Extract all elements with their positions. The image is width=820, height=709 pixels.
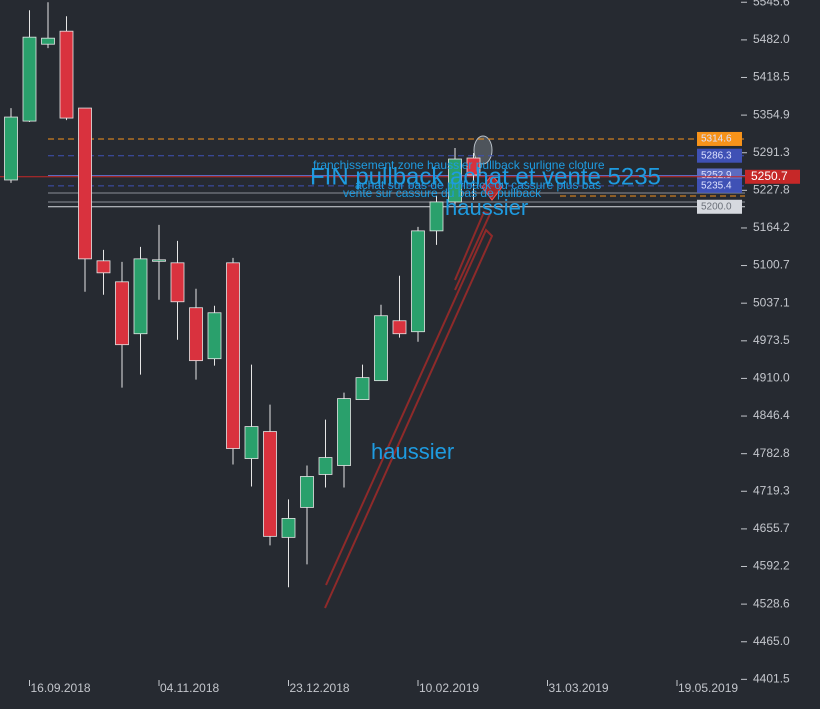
x-tick-label: 10.02.2019 bbox=[419, 681, 479, 695]
annotation: achat sur bas de pullback ou cassure plu… bbox=[355, 178, 601, 192]
price-label-bg bbox=[745, 169, 800, 184]
y-tick-label: 5164.2 bbox=[753, 220, 790, 234]
y-tick-label: 5545.6 bbox=[753, 0, 790, 8]
candle-body bbox=[318, 457, 333, 475]
y-tick-label: 4465.0 bbox=[753, 634, 790, 648]
price-label-bg bbox=[697, 178, 742, 193]
candle-body bbox=[355, 377, 370, 400]
marker bbox=[473, 135, 493, 165]
arrow-marker bbox=[481, 174, 503, 201]
candle-body bbox=[22, 36, 37, 122]
candle-body bbox=[429, 201, 444, 232]
candle-body bbox=[133, 258, 148, 335]
y-tick-label: 4719.3 bbox=[753, 483, 790, 497]
price-label-bg bbox=[697, 148, 742, 163]
candle-body bbox=[41, 37, 55, 45]
price-label: 5200.0 bbox=[701, 201, 732, 212]
plot: 5545.6 5482.0 5418.5 5354.9 5291.3 5227.8 5164… bbox=[0, 0, 800, 695]
y-tick-label: 4655.7 bbox=[753, 521, 790, 535]
candle-body bbox=[96, 260, 111, 274]
candle-body bbox=[170, 262, 185, 303]
price-label-bg bbox=[697, 131, 742, 146]
candle-body bbox=[466, 157, 481, 176]
candle-body bbox=[281, 518, 296, 538]
candle-body bbox=[226, 262, 240, 449]
annotation: FIN pullback achat et vente 5235 bbox=[310, 163, 661, 190]
candle-body bbox=[263, 431, 277, 537]
y-tick-label: 5100.7 bbox=[753, 258, 790, 272]
candle-body bbox=[448, 158, 462, 203]
candle-body bbox=[189, 307, 203, 362]
candle-body bbox=[59, 30, 74, 119]
price-label: 5286.3 bbox=[701, 150, 732, 161]
candle-body bbox=[244, 426, 259, 459]
trend-channel bbox=[324, 210, 494, 609]
x-tick-label: 23.12.2018 bbox=[290, 681, 350, 695]
y-tick-label: 4782.8 bbox=[753, 446, 790, 460]
y-tick-label: 4973.5 bbox=[753, 333, 790, 347]
x-tick-label: 31.03.2019 bbox=[549, 681, 609, 695]
annotation: vente sur cassure du bas de pullback bbox=[343, 186, 542, 200]
candle-body bbox=[78, 107, 92, 260]
y-tick-label: 5227.8 bbox=[753, 182, 790, 196]
x-tick-label: 16.09.2018 bbox=[31, 681, 91, 695]
y-tick-label: 5291.3 bbox=[753, 145, 790, 159]
candle-body bbox=[115, 281, 129, 346]
y-tick-label: 5418.5 bbox=[753, 70, 790, 84]
y-tick-label: 5037.1 bbox=[753, 295, 790, 309]
y-tick-label: 4910.0 bbox=[753, 371, 790, 385]
candle-body bbox=[300, 476, 314, 508]
price-label: 5235.4 bbox=[701, 180, 732, 191]
candle-body bbox=[4, 116, 18, 181]
channel-outline bbox=[324, 228, 494, 609]
price-label: 5250.7 bbox=[751, 169, 788, 183]
x-tick-label: 04.11.2018 bbox=[160, 681, 219, 695]
x-tick-label: 19.05.2019 bbox=[678, 681, 738, 695]
annotation: haussier bbox=[371, 439, 454, 464]
candle-body bbox=[337, 398, 351, 466]
candle-body bbox=[411, 230, 425, 333]
candle-body bbox=[392, 320, 407, 335]
candle-body bbox=[152, 259, 166, 262]
price-label: 5314.6 bbox=[701, 134, 732, 145]
price-label: 5252.9 bbox=[701, 170, 732, 181]
price-label-bg bbox=[697, 199, 742, 214]
y-tick-label: 5354.9 bbox=[753, 107, 790, 121]
y-tick-label: 4592.2 bbox=[753, 559, 790, 573]
y-tick-label: 4528.6 bbox=[753, 596, 790, 610]
y-tick-label: 4401.5 bbox=[753, 672, 790, 686]
annotation: haussier bbox=[445, 195, 528, 220]
y-tick-label: 4846.4 bbox=[753, 408, 790, 422]
y-tick-label: 5482.0 bbox=[753, 32, 790, 46]
candle-body bbox=[207, 312, 222, 360]
candle-body bbox=[374, 315, 388, 382]
channel-outline bbox=[454, 210, 492, 291]
annotation: franchissement zone haussier pullback su… bbox=[313, 158, 605, 172]
